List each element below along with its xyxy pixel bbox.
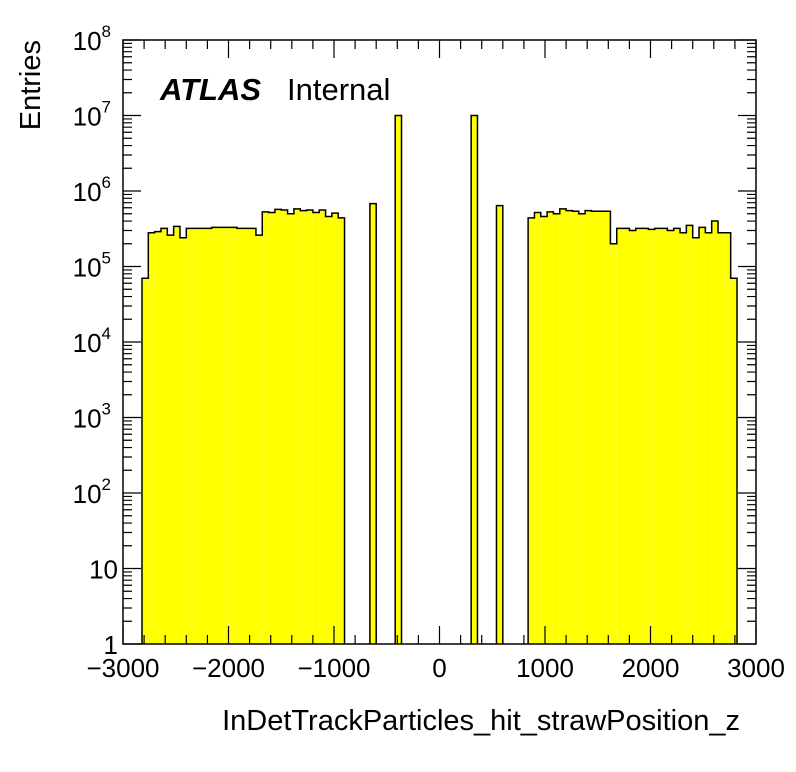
histogram-bar-17	[249, 228, 256, 644]
histogram-bar-59	[673, 228, 681, 644]
y-tick-label-3: 103	[73, 400, 111, 434]
histogram-bar-68	[730, 278, 738, 644]
histogram-bar-51	[623, 228, 630, 644]
histogram-bar-36	[528, 217, 535, 645]
x-axis-title: InDetTrackParticles_hit_strawPosition_z	[222, 705, 740, 737]
histogram-bar-44	[578, 213, 586, 644]
histogram-bar-50	[616, 228, 624, 644]
histogram-bar-64	[705, 232, 712, 644]
histogram-bar-60	[680, 232, 687, 644]
x-tick-labels: −3000 −2000 −1000 0 1000 2000 3000	[86, 653, 784, 683]
histogram-bar-1	[148, 232, 155, 644]
histogram-bar-19	[262, 211, 269, 644]
y-tick-label-2: 102	[73, 475, 111, 509]
histogram-bar-55	[648, 229, 655, 644]
histogram-bar-45	[585, 210, 592, 645]
y-tick-label-4: 104	[73, 324, 111, 358]
histogram-bar-35	[496, 205, 503, 644]
x-tick-label-5: 2000	[622, 653, 680, 683]
histogram-bar-58	[667, 230, 674, 644]
histogram-bar-25	[300, 210, 307, 645]
histogram-bar-47	[597, 211, 605, 644]
histogram-bar-8	[192, 228, 199, 644]
histogram-bar-62	[692, 237, 700, 644]
y-tick-labels: 1 10 102 103 104 105 106 107 108	[73, 22, 118, 660]
histogram-bar-34	[471, 115, 478, 644]
histogram-bar-9	[198, 228, 206, 644]
histogram-bar-53	[635, 228, 643, 644]
histogram-bar-22	[281, 210, 288, 644]
histogram-bar-26	[306, 210, 313, 644]
x-tick-label-0: −3000	[86, 653, 159, 683]
histogram-bar-37	[534, 212, 541, 644]
histogram-bar-12	[217, 227, 225, 644]
atlas-label: ATLAS	[159, 72, 261, 107]
histogram-bar-28	[319, 210, 326, 644]
histogram-bar-66	[718, 232, 725, 644]
x-tick-label-3: 0	[432, 653, 446, 683]
histogram-bar-40	[553, 213, 560, 644]
histogram-bar-18	[255, 235, 263, 645]
histogram-bar-52	[629, 230, 636, 644]
x-tick-label-6: 3000	[727, 653, 785, 683]
tick-marks	[122, 39, 757, 645]
x-tick-label-2: −1000	[297, 653, 370, 683]
histogram-bar-10	[205, 228, 212, 644]
histogram-bars	[141, 114, 738, 645]
axis-ticks	[122, 39, 757, 645]
histogram-bar-33	[395, 115, 402, 644]
histogram-bar-46	[591, 211, 598, 644]
histogram-bar-57	[661, 228, 668, 644]
y-tick-label-6: 106	[73, 173, 111, 207]
histogram-bar-41	[559, 208, 567, 644]
histogram-bar-39	[547, 211, 554, 644]
histogram-bar-42	[566, 210, 573, 645]
histogram-bar-6	[179, 237, 187, 644]
histogram-bar-21	[274, 209, 282, 644]
y-tick-label-0: 1	[104, 630, 118, 660]
histogram-bar-3	[160, 228, 168, 644]
y-tick-label-7: 107	[73, 98, 111, 132]
histogram-bar-38	[540, 216, 548, 644]
histogram-bar-54	[642, 228, 649, 644]
histogram-bar-43	[572, 211, 579, 644]
histogram-bar-65	[711, 221, 719, 644]
histogram-bar-49	[610, 243, 617, 645]
histogram-outline	[141, 114, 738, 644]
histogram-bar-15	[236, 228, 244, 644]
histogram-bar-29	[325, 216, 332, 644]
histogram-bar-5	[173, 226, 180, 644]
histogram-bar-32	[369, 203, 377, 645]
x-tick-label-1: −2000	[192, 653, 265, 683]
y-tick-label-8: 108	[73, 22, 111, 56]
histogram-bar-31	[338, 217, 345, 645]
histogram-bar-61	[686, 225, 693, 645]
histogram-bar-20	[268, 212, 275, 644]
y-axis-title: Entries	[15, 40, 47, 130]
histogram-bar-16	[243, 228, 250, 644]
histogram-bar-56	[654, 228, 662, 644]
x-tick-label-4: 1000	[516, 653, 574, 683]
histogram-bar-27	[312, 212, 320, 644]
internal-label: Internal	[287, 72, 390, 107]
histogram-bar-30	[331, 213, 339, 645]
histogram-bar-13	[224, 227, 231, 644]
y-tick-label-5: 105	[73, 249, 111, 283]
histogram-bar-7	[186, 228, 193, 644]
histogram-bar-0	[141, 278, 149, 644]
histogram-bar-2	[154, 231, 161, 645]
histogram-bar-14	[230, 227, 237, 644]
histogram-bar-63	[699, 227, 706, 644]
histogram-bar-24	[293, 208, 301, 644]
histogram-bar-23	[287, 213, 294, 644]
histogram-bar-48	[604, 211, 611, 644]
histogram-bar-67	[724, 232, 731, 644]
histogram-bar-11	[211, 227, 218, 644]
histogram-bar-4	[167, 235, 174, 645]
y-tick-label-1: 10	[89, 555, 118, 585]
